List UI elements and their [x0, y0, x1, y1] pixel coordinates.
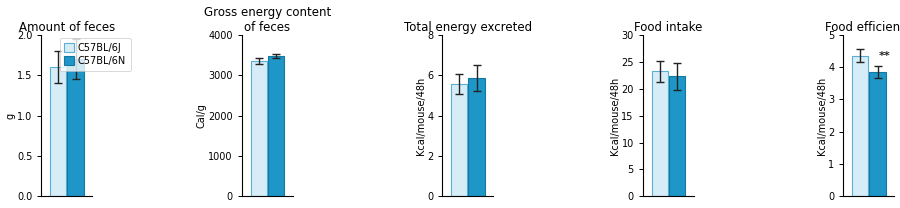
Bar	[652, 71, 668, 196]
Y-axis label: Kcal/mouse/48h: Kcal/mouse/48h	[610, 77, 620, 155]
Text: **: **	[878, 51, 890, 61]
Bar	[451, 84, 467, 196]
Y-axis label: Cal/g: Cal/g	[197, 103, 207, 128]
Y-axis label: g: g	[5, 113, 15, 119]
Title: Food intake: Food intake	[634, 21, 703, 33]
Bar	[250, 61, 267, 196]
Bar	[468, 78, 485, 196]
Bar	[869, 72, 886, 196]
Bar	[50, 67, 67, 196]
Title: Gross energy content
of feces: Gross energy content of feces	[203, 6, 331, 33]
Y-axis label: Kcal/mouse/48h: Kcal/mouse/48h	[816, 77, 826, 155]
Y-axis label: Kcal/mouse/48h: Kcal/mouse/48h	[416, 77, 426, 155]
Bar	[268, 56, 284, 196]
Bar	[669, 76, 685, 196]
Legend: C57BL/6J, C57BL/6N: C57BL/6J, C57BL/6N	[59, 38, 131, 71]
Title: Amount of feces: Amount of feces	[19, 21, 115, 33]
Title: Total energy excreted: Total energy excreted	[404, 21, 532, 33]
Bar	[68, 59, 84, 196]
Title: Food efficiency: Food efficiency	[824, 21, 900, 33]
Bar	[852, 56, 868, 196]
